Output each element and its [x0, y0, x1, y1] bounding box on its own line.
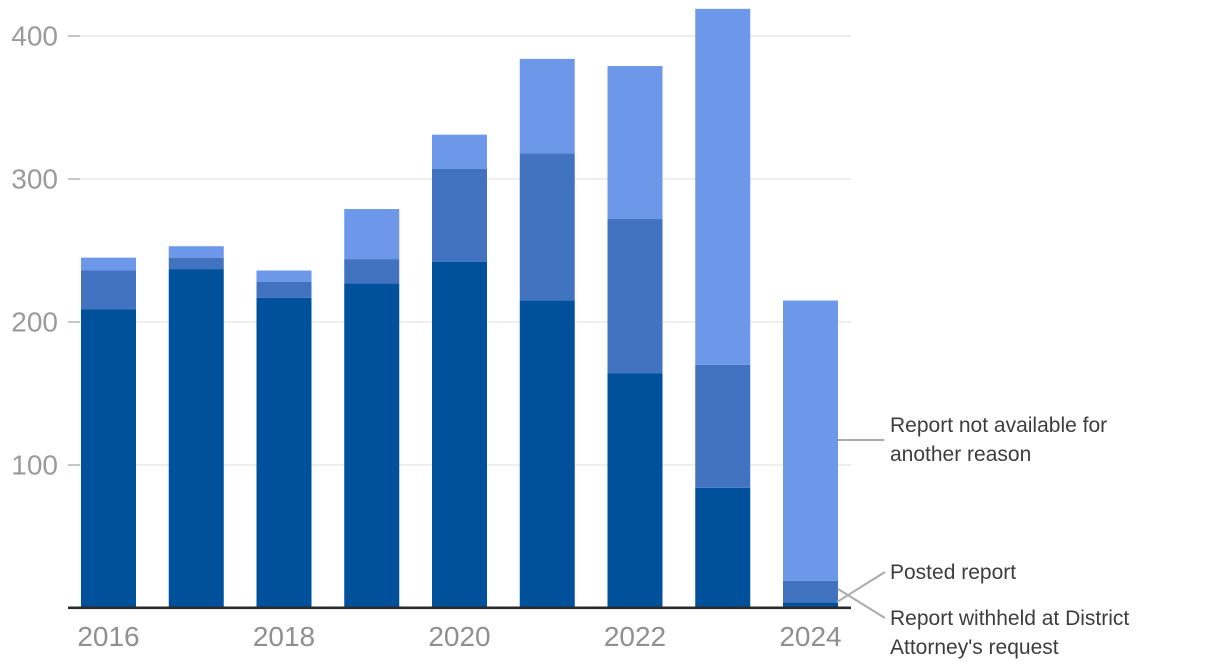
x-axis-label-2018: 2018 — [253, 621, 315, 652]
bar-segment-2024-posted — [783, 602, 838, 608]
y-axis-label-200: 200 — [11, 307, 58, 338]
x-axis-label-2024: 2024 — [779, 621, 841, 652]
bar-segment-2021-posted — [519, 300, 575, 608]
bar-segment-2020-posted — [432, 261, 487, 608]
y-axis-labels: 100 200 300 400 — [11, 21, 58, 481]
x-axis-line — [68, 606, 851, 610]
x-axis-label-2016: 2016 — [77, 621, 139, 652]
bar-segment-2016-withheld — [81, 270, 136, 310]
x-axis-label-2020: 2020 — [428, 621, 490, 652]
bar-segment-2022-withheld — [607, 219, 663, 374]
annotation-posted-report: Posted report — [890, 561, 1017, 584]
y-axis-label-100: 100 — [11, 450, 58, 481]
bar-segment-2022-not_available — [607, 66, 663, 220]
annotation-not-available: Report not available for another reason — [890, 414, 1108, 466]
bar-segment-2019-not_available — [344, 209, 400, 260]
bar-segment-2024-withheld — [783, 580, 838, 603]
bar-segment-2017-withheld — [168, 257, 224, 270]
bar-segment-2023-not_available — [695, 8, 751, 365]
y-axis-label-300: 300 — [11, 164, 58, 195]
bar-segment-2017-not_available — [168, 246, 224, 258]
bar-segment-2018-withheld — [256, 281, 312, 298]
callout-line-withheld — [837, 588, 886, 619]
bar-segment-2022-posted — [607, 373, 663, 608]
bar-segment-2016-posted — [81, 309, 136, 608]
bar-segment-2021-not_available — [519, 58, 575, 154]
bar-segment-2018-posted — [256, 297, 312, 608]
bar-segment-2023-posted — [695, 487, 751, 608]
bar-segment-2016-not_available — [81, 257, 136, 271]
bar-segment-2018-not_available — [256, 270, 312, 282]
bars — [81, 8, 838, 608]
bar-segment-2023-withheld — [695, 364, 751, 488]
bar-segment-2019-withheld — [344, 259, 400, 284]
x-axis-label-2022: 2022 — [604, 621, 666, 652]
bar-segment-2020-withheld — [432, 168, 487, 262]
x-axis-labels: 2016 2018 2020 2022 2024 — [77, 621, 841, 652]
annotation-withheld: Report withheld at District Attorney's r… — [890, 607, 1130, 659]
bar-segment-2021-withheld — [519, 153, 575, 301]
bar-segment-2017-posted — [168, 269, 224, 608]
bar-segment-2024-not_available — [783, 300, 838, 581]
callout-line-posted — [836, 571, 886, 603]
bar-segment-2019-posted — [344, 283, 400, 608]
bar-segment-2020-not_available — [432, 134, 487, 169]
callout-lines — [836, 439, 886, 619]
y-axis-label-400: 400 — [11, 21, 58, 52]
